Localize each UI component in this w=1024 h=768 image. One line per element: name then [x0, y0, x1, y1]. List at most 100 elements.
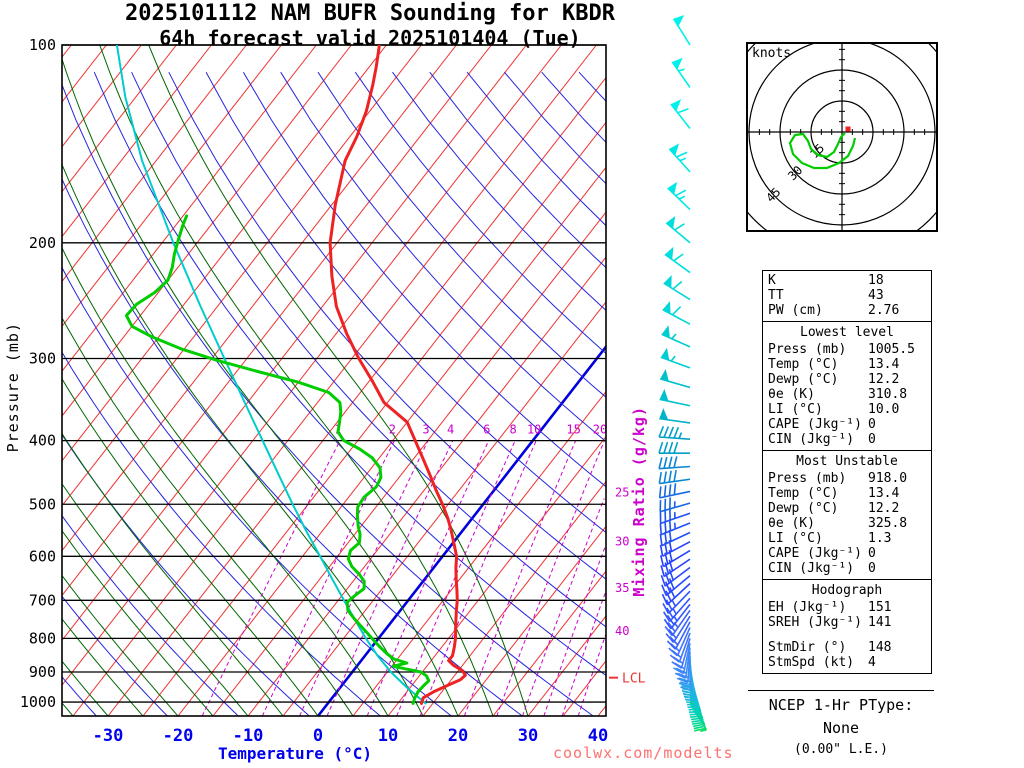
stat-label: CIN (Jkg⁻¹) — [768, 561, 855, 576]
stat-value: 148 — [868, 640, 892, 655]
svg-text:800: 800 — [29, 629, 56, 647]
svg-text:200: 200 — [29, 234, 56, 252]
stat-row: Press (mb) 918.0 — [763, 471, 931, 486]
svg-text:40: 40 — [615, 624, 629, 638]
temperature-trace — [328, 45, 467, 705]
stat-value: 0 — [868, 417, 876, 432]
stat-label: Dewp (°C) — [768, 372, 839, 387]
stat-label: LI (°C) — [768, 531, 823, 546]
svg-text:4: 4 — [447, 423, 454, 437]
stat-row: Press (mb) 1005.5 — [763, 342, 931, 357]
panel-section: Hodograph EH (Jkg⁻¹) 151 SREH (Jkg⁻¹) 141 Stm… — [763, 579, 931, 673]
panel-section-header: Lowest level — [800, 325, 894, 340]
pressure-axis-label: Pressure (mb) — [4, 322, 22, 453]
stat-value: 10.0 — [868, 402, 900, 417]
stat-label: Temp (°C) — [768, 486, 839, 501]
stat-value: 0 — [868, 561, 876, 576]
stat-label: Press (mb) — [768, 342, 847, 357]
stat-row: LI (°C) 1.3 — [763, 531, 931, 546]
isotherm-lines — [62, 45, 606, 716]
stat-value: 325.8 — [868, 516, 908, 531]
stat-value: 13.4 — [868, 486, 900, 501]
stat-label: LI (°C) — [768, 402, 823, 417]
svg-text:1000: 1000 — [20, 693, 56, 711]
svg-text:35: 35 — [615, 581, 629, 595]
svg-text:700: 700 — [29, 591, 56, 609]
stat-label: Press (mb) — [768, 471, 847, 486]
svg-text:40: 40 — [588, 726, 608, 746]
stat-row: θe (K) 325.8 — [763, 516, 931, 531]
panel-section: K 18 TT 43 PW (cm) 2.76 — [763, 271, 931, 321]
stat-row: CAPE (Jkg⁻¹) 0 — [763, 417, 931, 432]
svg-text:300: 300 — [29, 350, 56, 368]
stat-label: θe (K) — [768, 516, 815, 531]
svg-text:3: 3 — [422, 423, 429, 437]
stat-label: EH (Jkg⁻¹) — [768, 600, 847, 615]
stat-value: 12.2 — [868, 501, 900, 516]
stat-row: SREH (Jkg⁻¹) 141 — [763, 615, 931, 630]
ptype-block: NCEP 1-Hr PType: None (0.00" L.E.) — [748, 690, 934, 757]
stat-label: CAPE (Jkg⁻¹) — [768, 417, 862, 432]
svg-text:2: 2 — [389, 423, 396, 437]
stat-label: θe (K) — [768, 387, 815, 402]
ptype-title: NCEP 1-Hr PType: — [768, 696, 914, 714]
dewpoint-trace — [124, 214, 431, 705]
parcel-trace — [115, 45, 427, 705]
stat-value: 4 — [868, 655, 876, 670]
svg-text:30: 30 — [615, 535, 629, 549]
svg-text:600: 600 — [29, 547, 56, 565]
temperature-axis-label: Temperature (°C) — [217, 744, 373, 763]
svg-text:900: 900 — [29, 663, 56, 681]
stat-value: 1005.5 — [868, 342, 915, 357]
stat-row: CAPE (Jkg⁻¹) 0 — [763, 546, 931, 561]
stat-label: TT — [768, 288, 784, 303]
stat-label: CIN (Jkg⁻¹) — [768, 432, 855, 447]
stat-label: CAPE (Jkg⁻¹) — [768, 546, 862, 561]
stat-row: LI (°C) 10.0 — [763, 402, 931, 417]
svg-text:-20: -20 — [163, 726, 194, 746]
pressure-tick-labels: 100 200 300 400 500 600 700 800 900 1000 — [20, 36, 56, 711]
svg-text:6: 6 — [483, 423, 490, 437]
stat-value: 18 — [868, 273, 884, 288]
stat-row: PW (cm) 2.76 — [763, 303, 931, 318]
svg-text:400: 400 — [29, 432, 56, 450]
ptype-value: None — [822, 719, 860, 737]
stat-value: 918.0 — [868, 471, 908, 486]
svg-text:LCL: LCL — [622, 672, 646, 687]
stat-label: Temp (°C) — [768, 357, 839, 372]
storm-motion-marker — [845, 126, 851, 132]
stat-row: StmDir (°) 148 — [763, 640, 931, 655]
wind-barbs — [658, 15, 708, 733]
indices-panel: K 18 TT 43 PW (cm) 2.76 Lowest level Press (mb)… — [762, 270, 932, 674]
stat-row: θe (K) 310.8 — [763, 387, 931, 402]
stat-row: TT 43 — [763, 288, 931, 303]
svg-text:30: 30 — [518, 726, 538, 746]
mixing-ratio-lines — [201, 440, 606, 716]
stat-value: 0 — [868, 546, 876, 561]
panel-section: Lowest level Press (mb) 1005.5 Temp (°C) 13.… — [763, 321, 931, 450]
stat-row: K 18 — [763, 273, 931, 288]
svg-text:15: 15 — [566, 423, 580, 437]
stat-value: 0 — [868, 432, 876, 447]
stat-value: 12.2 — [868, 372, 900, 387]
chart-title: 2025101112 NAM BUFR Sounding for KBDR 64… — [95, 1, 645, 50]
svg-text:100: 100 — [29, 36, 56, 54]
stat-value: 2.76 — [868, 303, 900, 318]
stat-value: 13.4 — [868, 357, 900, 372]
svg-text:10: 10 — [527, 423, 541, 437]
stat-row: CIN (Jkg⁻¹) 0 — [763, 432, 931, 447]
hodograph-trace — [788, 126, 857, 170]
mixing-ratio-axis-label: Mixing Ratio (g/kg) — [630, 406, 648, 597]
svg-text:20: 20 — [448, 726, 468, 746]
stat-label: StmDir (°) — [768, 640, 847, 655]
stat-row: Dewp (°C) 12.2 — [763, 372, 931, 387]
watermark: coolwx.com/modelts — [553, 744, 734, 762]
svg-text:0: 0 — [313, 726, 323, 746]
chart-title-line2: 64h forecast valid 2025101404 (Tue) — [159, 26, 581, 50]
stat-value: 151 — [868, 600, 892, 615]
ptype-note: (0.00" L.E.) — [794, 742, 888, 757]
stat-value: 141 — [868, 615, 892, 630]
